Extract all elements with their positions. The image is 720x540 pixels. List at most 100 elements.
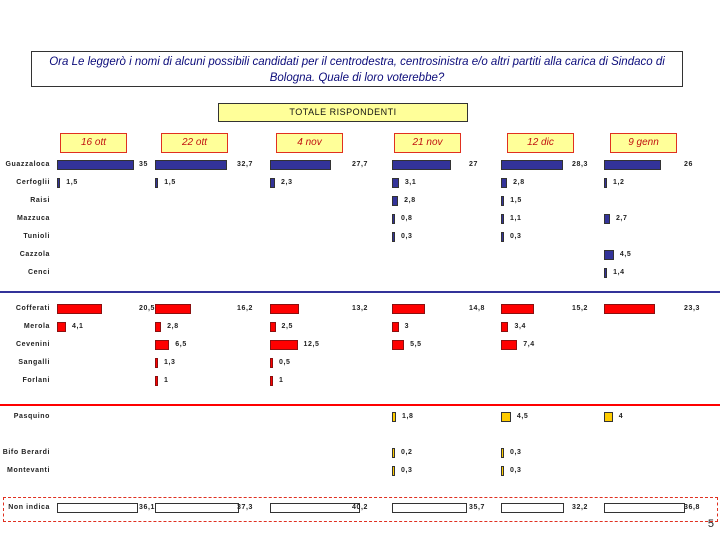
bar [501, 178, 508, 188]
bar [604, 178, 607, 188]
data-label: 15,2 [572, 305, 589, 312]
bar [270, 304, 300, 314]
data-label: 2,8 [404, 197, 416, 204]
data-label: 0,3 [510, 233, 522, 240]
bar [155, 358, 158, 368]
bar [501, 340, 518, 350]
bar [392, 448, 395, 458]
data-label: 0,3 [510, 449, 522, 456]
data-label: 3,1 [404, 179, 417, 186]
bar [604, 268, 608, 278]
row-label: Pasquino [13, 413, 50, 420]
bar [155, 376, 158, 386]
data-label: 32,2 [572, 504, 589, 511]
data-label: 1,5 [66, 179, 78, 186]
data-label: 35,7 [469, 504, 486, 511]
row-label: Forlani [22, 377, 50, 384]
bar [57, 178, 61, 188]
bar [155, 322, 162, 332]
data-label: 4,5 [516, 413, 529, 420]
data-label: 0,3 [401, 233, 413, 240]
data-label: 4 [618, 413, 624, 420]
bar [501, 160, 564, 170]
data-label: 36,1 [139, 504, 156, 511]
period-header-1: 22 ott [161, 133, 228, 153]
bar [392, 196, 399, 206]
bar [392, 466, 395, 476]
data-label: 12,5 [303, 341, 320, 348]
data-label: 16,2 [237, 305, 254, 312]
data-label: 5,5 [410, 341, 422, 348]
data-label: 20,5 [139, 305, 156, 312]
bar [501, 196, 505, 206]
data-label: 1,1 [510, 215, 522, 222]
data-label: 7,4 [523, 341, 535, 348]
row-label: Tunioli [23, 233, 50, 240]
data-label: 0,8 [401, 215, 413, 222]
data-label: 1 [164, 377, 169, 384]
data-label: 3 [404, 323, 410, 330]
data-label: 2,7 [615, 215, 628, 222]
bar [604, 214, 610, 224]
data-label: 27 [469, 161, 478, 168]
bar [57, 304, 103, 314]
bar [392, 178, 399, 188]
period-header-4: 12 dic [507, 133, 574, 153]
row-label: Cerfoglii [16, 179, 50, 186]
data-label: 2,3 [281, 179, 293, 186]
data-label: 1 [279, 377, 284, 384]
bar [155, 178, 159, 188]
data-label: 2,5 [281, 323, 294, 330]
row-label: Guazzaloca [5, 161, 50, 168]
bar [270, 358, 273, 368]
non-indica-frame [3, 497, 718, 522]
data-label: 37,3 [237, 504, 254, 511]
bar [392, 503, 468, 513]
data-label: 0,3 [401, 467, 413, 474]
data-label: 3,4 [514, 323, 526, 330]
data-label: 32,7 [237, 161, 254, 168]
row-label: Cazzola [19, 251, 50, 258]
data-label: 40,2 [352, 504, 369, 511]
row-label: Cenci [27, 269, 50, 276]
data-label: 27,7 [352, 161, 369, 168]
row-label: Merola [23, 323, 50, 330]
bar [270, 340, 298, 350]
row-label: Non indica [8, 504, 50, 511]
bar [392, 232, 395, 242]
bar [604, 250, 614, 260]
bar [270, 160, 331, 170]
data-label: 0,2 [401, 449, 413, 456]
row-label: Mazzuca [17, 215, 50, 222]
bar [604, 503, 685, 513]
totale-respondents-header: TOTALE RISPONDENTI [218, 103, 468, 122]
data-label: 13,2 [352, 305, 369, 312]
row-label: Cevenini [16, 341, 50, 348]
bar [270, 376, 273, 386]
bar [501, 466, 504, 476]
bar [392, 304, 425, 314]
bar [155, 340, 170, 350]
data-label: 14,8 [469, 305, 486, 312]
data-label: 2,8 [167, 323, 179, 330]
bar [270, 322, 276, 332]
bar [501, 214, 504, 224]
bar [501, 448, 504, 458]
bar [155, 503, 239, 513]
separator-centrosinistra [0, 404, 720, 406]
bar [270, 503, 360, 513]
bar [155, 304, 191, 314]
data-label: 0,3 [510, 467, 522, 474]
bar [57, 160, 134, 170]
bar [392, 340, 405, 350]
period-header-0: 16 ott [60, 133, 127, 153]
bar [501, 304, 535, 314]
bar [604, 304, 656, 314]
data-label: 0,5 [279, 359, 291, 366]
data-label: 4,5 [619, 251, 632, 258]
bar [392, 214, 395, 224]
data-label: 26 [684, 161, 693, 168]
row-label: Raisi [30, 197, 50, 204]
data-label: 6,5 [175, 341, 187, 348]
bar [155, 160, 227, 170]
